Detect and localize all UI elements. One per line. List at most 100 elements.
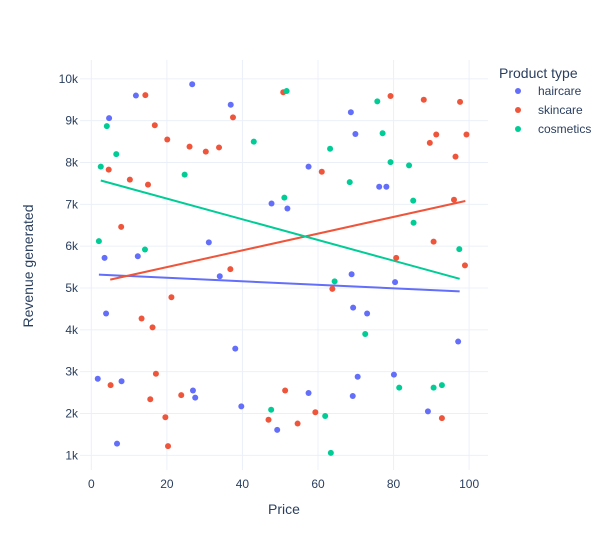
- skincare-point: [329, 285, 336, 292]
- skincare-point: [461, 262, 468, 269]
- legend-marker: [515, 88, 521, 94]
- x-tick-label: 100: [459, 477, 479, 491]
- skincare-point: [162, 414, 169, 421]
- skincare-point: [463, 131, 470, 138]
- legend-marker: [515, 126, 521, 132]
- skincare-point: [457, 98, 464, 105]
- y-tick-label: 1k: [65, 448, 79, 462]
- haircare-point: [354, 373, 361, 380]
- cosmetics-point: [410, 197, 417, 204]
- skincare-point: [168, 294, 175, 301]
- skincare-point: [230, 114, 236, 121]
- skincare-point: [142, 92, 149, 99]
- y-tick-label: 10k: [59, 72, 79, 86]
- skincare-trendline: [110, 200, 466, 281]
- haircare-point: [348, 271, 355, 278]
- haircare-point: [101, 254, 108, 261]
- skincare-point: [451, 196, 457, 203]
- cosmetics-point: [410, 219, 417, 226]
- skincare-point: [312, 409, 319, 416]
- haircare-point: [94, 375, 101, 382]
- skincare-point: [265, 416, 272, 423]
- cosmetics-point: [387, 159, 394, 166]
- cosmetics-point: [430, 384, 437, 391]
- haircare-point: [232, 345, 239, 352]
- cosmetics-point: [141, 246, 148, 253]
- haircare-point: [274, 426, 281, 433]
- legend-item-haircare[interactable]: haircare: [515, 84, 582, 98]
- haircare-point: [284, 205, 291, 212]
- haircare-point: [305, 390, 312, 397]
- skincare-point: [151, 122, 158, 129]
- skincare-point: [186, 143, 193, 150]
- skincare-point: [145, 181, 151, 188]
- cosmetics-point: [103, 123, 110, 130]
- skincare-point: [216, 144, 223, 151]
- x-tick-label: 0: [88, 477, 95, 491]
- x-tick-label: 80: [387, 477, 401, 491]
- cosmetics-point: [456, 246, 463, 253]
- y-tick-label: 3k: [65, 365, 79, 379]
- trend-lines: [98, 179, 466, 293]
- legend-title: Product type: [499, 65, 578, 81]
- skincare-point: [118, 223, 125, 230]
- skincare-point: [164, 136, 171, 143]
- haircare-point: [424, 408, 431, 415]
- haircare-point: [352, 131, 359, 138]
- haircare-point: [455, 338, 462, 345]
- skincare-point: [452, 153, 459, 160]
- skincare-point: [393, 254, 400, 261]
- skincare-point: [107, 382, 114, 389]
- haircare-point: [103, 310, 110, 317]
- haircare-point: [192, 394, 199, 401]
- haircare-point: [350, 304, 357, 311]
- skincare-point: [138, 315, 145, 322]
- haircare-point: [205, 239, 212, 246]
- haircare-point: [390, 371, 397, 378]
- haircare-point: [347, 109, 354, 116]
- tick-labels: 0 20 40 60 80 100 1k 2k 3k 4k 5k 6k 7k 8k 9k 10k: [59, 72, 480, 491]
- x-tick-label: 40: [236, 477, 250, 491]
- cosmetics-point: [95, 238, 102, 245]
- haircare-point: [392, 279, 399, 286]
- skincare-point: [152, 370, 159, 377]
- haircare-point: [189, 81, 196, 88]
- haircare-point: [114, 440, 121, 447]
- legend-items: haircare skincare cosmetics: [515, 84, 591, 136]
- cosmetics-point: [379, 130, 386, 137]
- skincare-point: [430, 238, 437, 245]
- cosmetics-point: [250, 138, 257, 145]
- x-tick-label: 20: [160, 477, 174, 491]
- haircare-point: [189, 387, 196, 394]
- cosmetics-point: [374, 98, 381, 105]
- haircare-point: [268, 200, 275, 207]
- cosmetics-point: [181, 171, 188, 178]
- legend-label: cosmetics: [538, 122, 591, 136]
- grid: [80, 60, 488, 470]
- y-tick-label: 4k: [65, 323, 79, 337]
- skincare-point: [147, 396, 154, 403]
- y-axis-title: Revenue generated: [20, 205, 36, 328]
- haircare-point: [376, 183, 383, 190]
- haircare-point: [134, 253, 141, 260]
- cosmetics-point: [331, 278, 338, 285]
- cosmetics-point: [327, 145, 334, 152]
- cosmetics-point: [268, 406, 275, 413]
- x-axis-title: Price: [268, 501, 300, 517]
- legend-item-cosmetics[interactable]: cosmetics: [515, 122, 591, 136]
- haircare-trendline: [98, 273, 460, 293]
- haircare-point: [106, 115, 113, 122]
- y-tick-label: 5k: [65, 281, 79, 295]
- cosmetics-point: [362, 331, 369, 338]
- skincare-point: [420, 96, 427, 103]
- cosmetics-point: [346, 179, 353, 186]
- y-tick-label: 8k: [65, 156, 79, 170]
- cosmetics-point: [438, 382, 445, 389]
- haircare-point: [238, 403, 245, 410]
- y-tick-label: 9k: [65, 114, 79, 128]
- legend-marker: [515, 107, 521, 113]
- cosmetics-point: [113, 151, 120, 158]
- haircare-point: [227, 101, 234, 108]
- legend-item-skincare[interactable]: skincare: [515, 103, 583, 117]
